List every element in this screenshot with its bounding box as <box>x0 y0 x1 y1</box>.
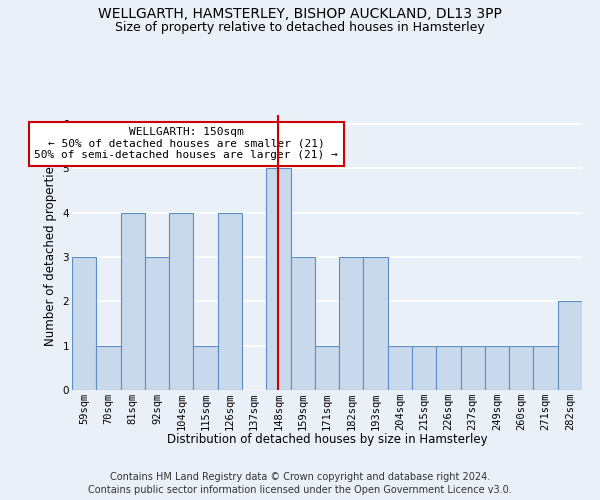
Bar <box>315 346 339 390</box>
Bar <box>121 212 145 390</box>
Bar <box>290 257 315 390</box>
Text: WELLGARTH: 150sqm
← 50% of detached houses are smaller (21)
50% of semi-detached: WELLGARTH: 150sqm ← 50% of detached hous… <box>34 127 338 160</box>
Text: Contains HM Land Registry data © Crown copyright and database right 2024.: Contains HM Land Registry data © Crown c… <box>110 472 490 482</box>
Bar <box>266 168 290 390</box>
Bar <box>485 346 509 390</box>
Text: Distribution of detached houses by size in Hamsterley: Distribution of detached houses by size … <box>167 432 487 446</box>
Bar <box>558 302 582 390</box>
Y-axis label: Number of detached properties: Number of detached properties <box>44 160 57 346</box>
Bar <box>388 346 412 390</box>
Bar <box>364 257 388 390</box>
Bar <box>436 346 461 390</box>
Bar <box>218 212 242 390</box>
Bar <box>339 257 364 390</box>
Bar <box>145 257 169 390</box>
Text: Contains public sector information licensed under the Open Government Licence v3: Contains public sector information licen… <box>88 485 512 495</box>
Bar <box>461 346 485 390</box>
Bar <box>509 346 533 390</box>
Bar <box>96 346 121 390</box>
Text: WELLGARTH, HAMSTERLEY, BISHOP AUCKLAND, DL13 3PP: WELLGARTH, HAMSTERLEY, BISHOP AUCKLAND, … <box>98 8 502 22</box>
Text: Size of property relative to detached houses in Hamsterley: Size of property relative to detached ho… <box>115 21 485 34</box>
Bar <box>169 212 193 390</box>
Bar <box>72 257 96 390</box>
Bar <box>533 346 558 390</box>
Bar <box>412 346 436 390</box>
Bar <box>193 346 218 390</box>
